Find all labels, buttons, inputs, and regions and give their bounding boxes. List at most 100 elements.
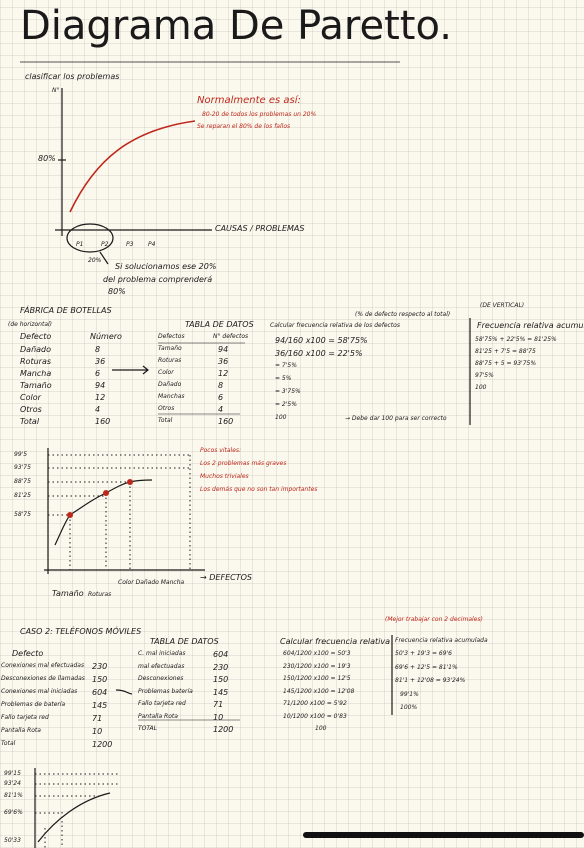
- curve: [37, 792, 111, 843]
- y-label: 81'1%: [4, 792, 23, 799]
- label: Tamaño: [52, 589, 84, 598]
- cell: Defectos: [158, 333, 185, 340]
- note: Se reparan el 80% de los fallos: [197, 123, 291, 130]
- cell: 145: [213, 687, 229, 697]
- cell: mal efectuadas: [138, 662, 185, 670]
- cell: 12: [95, 393, 106, 402]
- calc: 10/1200 x100 = 0'83: [283, 712, 347, 720]
- calc: = 7'5%: [275, 362, 297, 369]
- cell: Defecto: [20, 332, 52, 341]
- calc: 81'25 + 7'5 = 88'75: [475, 348, 536, 355]
- heading: Calcular frecuencia relativa de los defe…: [270, 322, 400, 329]
- cell: 604: [213, 650, 229, 659]
- cell: Mancha: [20, 369, 52, 378]
- y-label: 99'15: [4, 770, 21, 777]
- y-label: 58'75: [14, 511, 31, 518]
- cell: Pantalla Rota: [1, 727, 41, 734]
- calc: = 3'75%: [275, 388, 301, 395]
- cell: 1200: [213, 725, 234, 734]
- cell: 6: [95, 369, 101, 378]
- cell: Total: [1, 740, 16, 747]
- y-label: 50'33: [4, 837, 21, 844]
- note: Pocos vitales:: [200, 447, 242, 454]
- note: → Debe dar 100 para ser correcto: [345, 415, 447, 422]
- title: Diagrama De Paretto.: [20, 3, 452, 49]
- calc: 97'5%: [475, 372, 494, 379]
- cell: Desconexiones de llamadas: [1, 675, 85, 682]
- circle: [66, 223, 114, 253]
- y-label: 88'75: [14, 478, 31, 485]
- heading: Frecuencia relativa acumulada: [395, 637, 488, 644]
- calc: 71/1200 x100 = 5'92: [283, 700, 347, 707]
- label: P3: [126, 241, 134, 248]
- label: P2: [101, 241, 109, 248]
- y-label: 81'25: [14, 492, 31, 499]
- calc: 230/1200 x100 = 19'3: [283, 662, 351, 670]
- cell: Roturas: [20, 357, 52, 366]
- calc: 99'1%: [400, 690, 419, 698]
- calc: 100: [315, 725, 327, 732]
- label: P4: [148, 241, 156, 248]
- guides: [48, 454, 191, 570]
- calc: 50'3 + 19'3 = 69'6: [395, 650, 452, 657]
- cell: Problemas de batería: [1, 701, 66, 708]
- cell: Otros: [20, 405, 42, 414]
- calc: 81'1 + 12'08 = 93'24%: [395, 677, 466, 684]
- cell: 160: [95, 417, 111, 426]
- cell: Manchas: [158, 393, 185, 400]
- note: Los 2 problemas más graves: [200, 460, 287, 467]
- note: del problema comprenderá: [103, 275, 213, 284]
- cell: 4: [218, 405, 224, 414]
- cell: Color: [20, 393, 41, 402]
- cell: 12: [218, 369, 229, 378]
- y-label: 93'24: [4, 780, 21, 787]
- cell: N° defectos: [213, 333, 249, 340]
- cell: Dañado: [158, 381, 182, 388]
- cell: Otros: [158, 405, 175, 412]
- note: Los demás que no son tan importantes: [200, 486, 318, 493]
- heading: FÁBRICA DE BOTELLAS: [20, 306, 112, 315]
- heading: TABLA DE DATOS: [150, 637, 219, 646]
- points: [67, 479, 133, 518]
- label: 80%: [38, 154, 56, 163]
- note: Si solucionamos ese 20%: [115, 262, 217, 271]
- note: (de horizontal): [8, 321, 53, 328]
- note: Normalmente es así:: [197, 95, 301, 106]
- calc: 604/1200 x100 = 50'3: [283, 650, 351, 657]
- cell: 8: [218, 381, 224, 390]
- cell: Total: [20, 417, 40, 426]
- label: N°: [52, 87, 60, 94]
- cell: Color: [158, 369, 174, 376]
- note: 80%: [108, 287, 126, 296]
- calc: 36/160 x100 = 22'5%: [275, 349, 363, 358]
- cell: Fallo tarjeta red: [1, 714, 49, 721]
- cell: 10: [213, 712, 224, 722]
- cell: Roturas: [158, 357, 182, 364]
- cell: Conexiones mal efectuadas: [1, 662, 85, 669]
- cell: 94: [218, 345, 229, 354]
- cell: 160: [218, 417, 234, 426]
- calc: 88'75 + 5 = 93'75%: [475, 360, 537, 367]
- calc: 58'75% + 22'5% = 81'25%: [475, 336, 557, 343]
- note: Muchos triviales: [200, 473, 249, 480]
- cell: 150: [213, 675, 229, 684]
- y-label: 69'6%: [4, 809, 23, 816]
- cell: C. mal iniciadas: [138, 650, 186, 657]
- note: (DE VERTICAL): [480, 302, 525, 309]
- calc: 100%: [400, 704, 418, 711]
- arrow: [99, 251, 109, 265]
- cell: Defecto: [12, 649, 44, 658]
- calc: = 5%: [275, 375, 292, 382]
- heading: Frecuencia relativa acumulada: [477, 321, 584, 330]
- label: Roturas: [88, 591, 112, 598]
- heading: Calcular frecuencia relativa: [280, 637, 391, 646]
- guides: [35, 773, 120, 848]
- cell: 145: [92, 701, 108, 710]
- calc: 100: [475, 384, 487, 391]
- cell: 230: [92, 662, 108, 671]
- cell: 36: [218, 357, 229, 366]
- cell: 6: [218, 393, 224, 402]
- cell: 8: [95, 345, 101, 354]
- heading: TABLA DE DATOS: [185, 320, 254, 329]
